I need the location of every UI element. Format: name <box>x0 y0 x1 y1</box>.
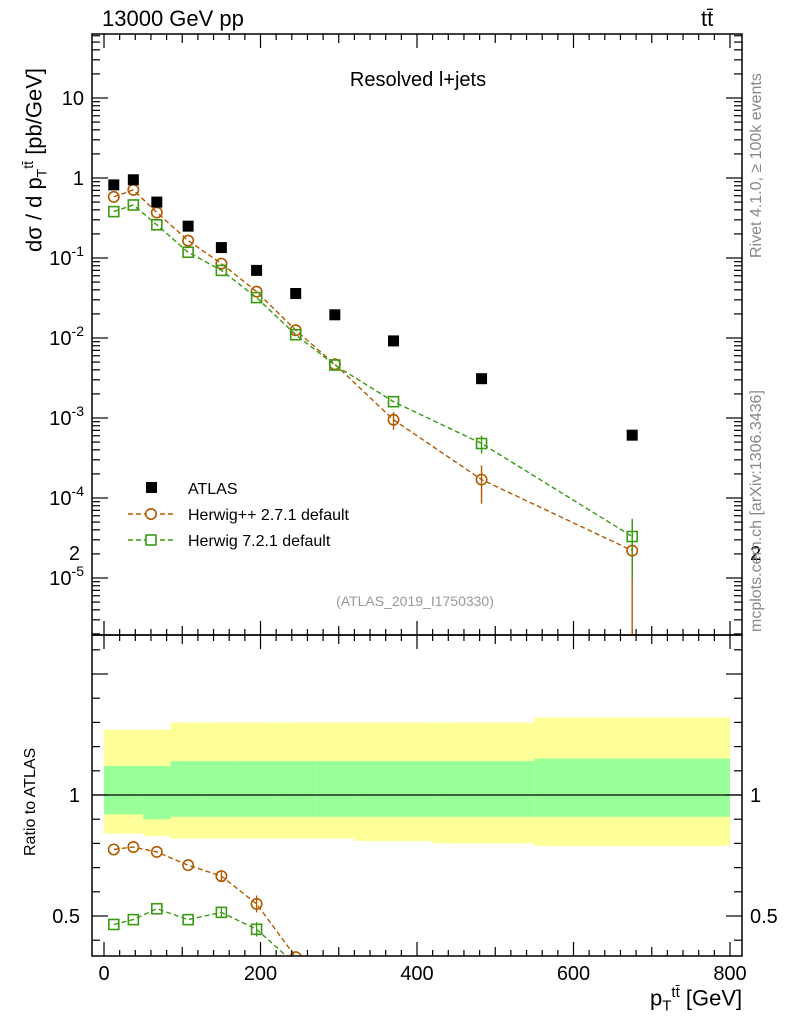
herwig7-point <box>329 359 341 371</box>
plot-title: Resolved l+jets <box>350 69 486 91</box>
herwigpp-point <box>250 285 263 298</box>
herwig7-line <box>113 204 633 538</box>
herwigpp-ratio-point <box>182 859 195 872</box>
uncertainty-band-inner <box>534 758 730 817</box>
y-tick-label: 10-2 <box>49 323 84 350</box>
ratio-y-tick-label: 1 <box>69 785 80 807</box>
uncertainty-band-inner <box>143 765 171 820</box>
herwig7-ratio-point <box>127 913 140 926</box>
atlas-data-point <box>251 264 263 276</box>
herwigpp-ratio-line <box>113 846 296 956</box>
herwigpp-ratio-point <box>107 843 120 856</box>
main-y-axis-title: dσ / d pTtt̄ [pb/GeV] <box>20 67 50 252</box>
herwig7-point <box>289 328 302 341</box>
x-tick-label: 800 <box>713 963 746 985</box>
herwigpp-ratio-point <box>127 841 140 854</box>
y-tick-label: 10-3 <box>49 403 84 430</box>
herwig7-point <box>182 246 194 259</box>
ratio-y-axis-title: Ratio to ATLAS <box>22 747 39 856</box>
atlas-data-point <box>476 373 488 385</box>
legend-atlas-marker <box>146 482 157 493</box>
herwigpp-ratio-point <box>388 1008 398 1018</box>
uncertainty-band-inner <box>432 761 535 817</box>
herwigpp-line <box>113 189 633 552</box>
legend-herwig7-marker <box>145 534 157 546</box>
herwig7-ratio-point <box>182 913 194 926</box>
atlas-data-point <box>151 196 163 208</box>
legend-herwigpp-label: Herwig++ 2.7.1 default <box>188 507 350 524</box>
ratio-y-tick-label-right: 1 <box>750 785 761 807</box>
mcplots-label: mcplots.cern.ch [arXiv:1306.3436] <box>748 390 765 632</box>
herwig7-point <box>475 437 488 450</box>
y-tick-label: 10-1 <box>49 243 84 270</box>
herwig7-ratio-point <box>389 990 399 1000</box>
atlas-data-point <box>127 174 139 186</box>
y-tick-label: 1 <box>73 168 84 190</box>
atlas-data-point <box>182 220 194 232</box>
atlas-data-point <box>388 335 400 347</box>
herwigpp-point <box>215 257 228 270</box>
herwig7-point <box>127 199 140 211</box>
herwig7-ratio-line <box>113 907 288 956</box>
x-tick-label: 200 <box>244 963 277 985</box>
herwig7-point <box>626 530 638 543</box>
herwigpp-point <box>475 473 488 486</box>
ratio-y-tick-label: 2 <box>69 543 80 565</box>
analysis-tag: (ATLAS_2019_I1750330) <box>336 593 494 609</box>
uncertainty-band-inner <box>315 761 355 817</box>
herwigpp-point <box>150 206 163 219</box>
herwig7-point <box>107 205 120 218</box>
ratio-y-tick-label-right: 2 <box>750 543 761 565</box>
herwig7-ratio-point <box>151 902 163 915</box>
x-tick-label: 400 <box>400 963 433 985</box>
uncertainty-band-inner <box>104 765 144 815</box>
uncertainty-band-inner <box>354 761 433 817</box>
legend-herwigpp-marker <box>145 507 158 520</box>
x-tick-label: 0 <box>98 963 109 985</box>
atlas-data-point <box>108 179 120 191</box>
x-axis-title: pTtt̄ [GeV] <box>650 984 743 1015</box>
atlas-data-point <box>329 309 341 321</box>
process-label: tt̄ <box>701 6 714 31</box>
herwig7-point <box>387 395 400 408</box>
herwig7-ratio-point <box>291 959 301 969</box>
herwig7-ratio-point <box>627 1019 637 1024</box>
herwigpp-ratio-point <box>476 1018 486 1024</box>
herwig7-ratio-point <box>107 918 120 931</box>
uncertainty-band-inner <box>237 761 277 817</box>
uncertainty-band-inner <box>276 761 316 817</box>
x-tick-label: 600 <box>557 963 590 985</box>
energy-label: 13000 GeV pp <box>102 6 244 31</box>
legend-herwig7-label: Herwig 7.2.1 default <box>188 533 331 550</box>
uncertainty-band-inner <box>170 761 206 817</box>
ratio-y-tick-label: 0.5 <box>52 906 80 928</box>
atlas-data-point <box>215 242 227 254</box>
y-tick-label: 10-4 <box>49 483 84 510</box>
rivet-version-label: Rivet 4.1.0, ≥ 100k events <box>748 73 765 258</box>
herwigpp-ratio-point <box>215 870 228 883</box>
herwigpp-ratio-point <box>250 897 263 910</box>
atlas-data-point <box>290 287 302 299</box>
y-tick-label: 10 <box>62 88 84 110</box>
herwig7-ratio-point <box>330 975 340 985</box>
herwigpp-point <box>182 234 195 247</box>
herwigpp-ratio-point <box>330 974 340 984</box>
uncertainty-band-inner <box>205 761 238 817</box>
y-tick-label: 10-5 <box>49 563 84 590</box>
herwigpp-point <box>107 190 120 203</box>
herwig7-ratio-point <box>215 906 228 919</box>
atlas-data-point <box>626 429 638 441</box>
legend-atlas-label: ATLAS <box>188 481 238 498</box>
herwigpp-ratio-point <box>289 951 302 956</box>
herwigpp-ratio-point <box>150 845 163 858</box>
herwig7-ratio-point <box>477 994 487 1004</box>
herwig7-point <box>250 291 263 304</box>
herwig7-point <box>215 264 228 277</box>
herwigpp-point <box>626 544 639 557</box>
herwigpp-point <box>387 413 400 426</box>
ratio-y-tick-label-right: 0.5 <box>750 906 778 928</box>
herwig7-ratio-point <box>250 923 263 936</box>
herwig7-point <box>151 219 163 231</box>
